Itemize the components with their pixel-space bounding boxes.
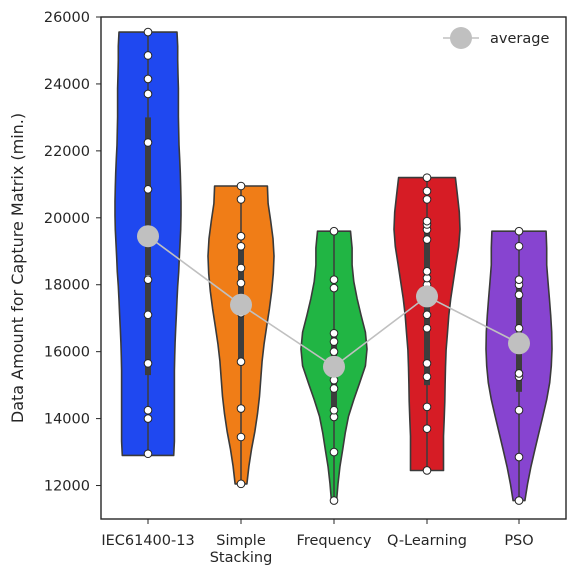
data-point [514, 241, 524, 251]
data-point [329, 405, 339, 415]
x-tick-label: Q-Learning [387, 533, 467, 549]
data-point [422, 195, 432, 204]
data-point [143, 27, 153, 37]
legend-label: average [490, 31, 549, 47]
legend-marker [450, 27, 472, 49]
data-point [143, 414, 153, 423]
data-point [422, 235, 432, 244]
average-marker [323, 355, 345, 378]
x-tick-label: Simple [216, 533, 266, 549]
data-point [236, 479, 246, 489]
data-point [143, 138, 153, 147]
y-tick-label: 20000 [44, 211, 90, 227]
violin-group [207, 181, 275, 489]
data-point [143, 359, 153, 368]
y-tick-label: 18000 [44, 278, 90, 294]
data-point [329, 275, 339, 285]
plot-frame [100, 16, 567, 520]
data-point [329, 347, 339, 356]
y-tick-label: 24000 [44, 77, 90, 93]
data-point [422, 186, 432, 196]
data-point [236, 231, 246, 241]
data-point [236, 241, 246, 251]
data-point [329, 283, 339, 293]
x-tick-label: Frequency [297, 533, 372, 549]
average-series [137, 225, 530, 378]
data-point [329, 447, 339, 457]
average-marker [508, 332, 530, 355]
x-tick-label: PSO [504, 533, 533, 549]
violin-group [393, 173, 461, 475]
data-point [329, 337, 339, 346]
data-point [422, 372, 432, 382]
y-tick-label: 14000 [44, 412, 90, 428]
y-tick-label: 16000 [44, 345, 90, 361]
data-point [143, 89, 153, 99]
data-point [236, 181, 246, 191]
data-point [422, 310, 432, 320]
data-point [422, 402, 432, 412]
data-point [143, 405, 153, 415]
violin-group [485, 226, 553, 505]
data-point [514, 452, 524, 462]
data-point [236, 404, 246, 413]
data-point [514, 405, 524, 415]
data-point [422, 466, 432, 475]
data-point [236, 432, 246, 442]
data-point [422, 173, 432, 182]
data-point [329, 226, 339, 236]
x-tick-label: Stacking [210, 550, 273, 566]
data-point [329, 328, 339, 338]
data-point [329, 496, 339, 505]
y-tick-label: 22000 [44, 144, 90, 160]
data-point [422, 359, 432, 368]
y-tick-label: 26000 [44, 10, 90, 26]
average-marker [416, 285, 438, 308]
data-point [236, 263, 246, 273]
data-point [236, 357, 246, 367]
data-point [329, 384, 339, 393]
data-point [514, 369, 524, 378]
data-point [514, 290, 524, 300]
y-axis: 12000 14000 16000 18000 20000 22000 24000 26000 [44, 10, 101, 495]
legend: average [443, 27, 549, 49]
data-point [422, 267, 432, 276]
y-axis-title: Data Amount for Capture Matrix (min.) [8, 113, 27, 423]
y-tick-label: 12000 [44, 479, 90, 495]
data-point [143, 449, 153, 459]
data-point [143, 74, 153, 84]
data-point [422, 424, 432, 433]
plot-area [114, 27, 553, 505]
average-marker [230, 293, 252, 316]
average-marker [137, 225, 159, 248]
data-point [143, 185, 153, 194]
data-point [422, 323, 432, 333]
data-point [143, 275, 153, 285]
data-point [514, 323, 524, 333]
data-point [514, 275, 524, 285]
data-point [143, 51, 153, 60]
data-point [422, 216, 432, 226]
data-point [514, 496, 524, 505]
data-point [514, 226, 524, 236]
data-point [236, 278, 246, 288]
data-point [143, 310, 153, 320]
x-tick-label: IEC61400-13 [101, 533, 194, 549]
data-point [236, 195, 246, 204]
